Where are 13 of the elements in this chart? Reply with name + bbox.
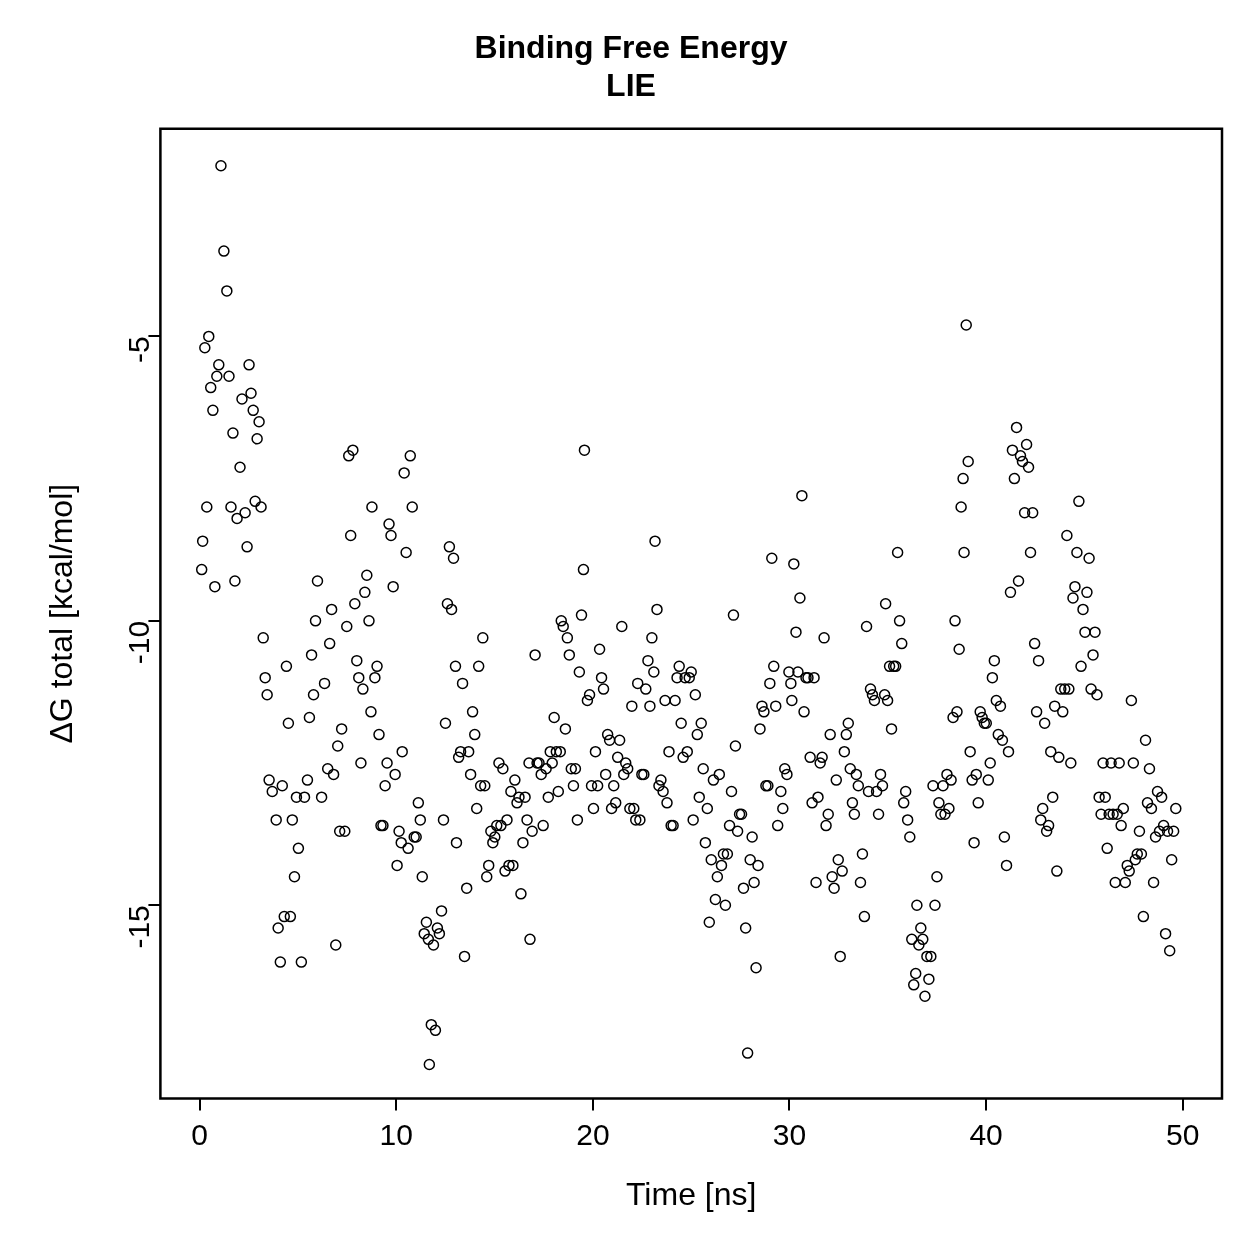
x-tick-label: 40 xyxy=(969,1117,1003,1151)
x-tick-label: 50 xyxy=(1165,1117,1200,1151)
x-axis-title: Time [ns] xyxy=(626,1175,757,1212)
chart-title: Binding Free Energy xyxy=(474,29,788,66)
y-tick-label: -10 xyxy=(121,620,155,665)
y-axis-title: ΔG total [kcal/mol] xyxy=(43,483,80,744)
x-tick-label: 10 xyxy=(379,1117,413,1151)
x-tick-label: 0 xyxy=(191,1117,209,1151)
y-tick-label: -5 xyxy=(121,336,155,364)
x-tick-label: 30 xyxy=(772,1117,807,1151)
y-tick-label: -15 xyxy=(121,905,155,949)
chart-subtitle: LIE xyxy=(606,67,656,104)
x-tick-label: 20 xyxy=(576,1117,610,1151)
